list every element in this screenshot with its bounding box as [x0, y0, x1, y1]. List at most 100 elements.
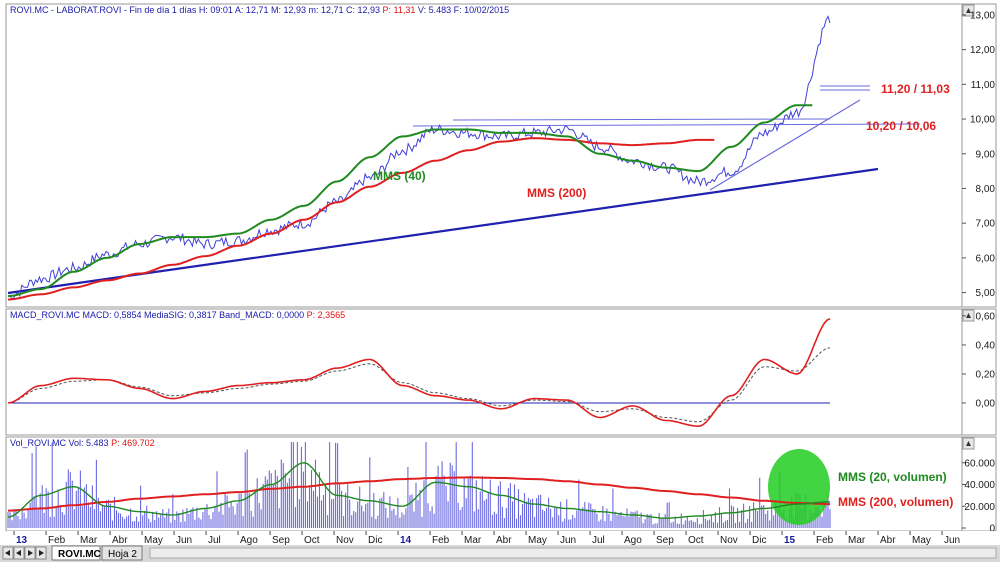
mms200-series: [8, 137, 715, 301]
trend-line-support: [7, 167, 879, 295]
volume-tick-label: 20.000: [964, 502, 995, 513]
vol-mms200-series: [8, 476, 830, 512]
price-axis-ticks: 5,00 6,00 7,00 8,00 9,00 10,00 11,00 12,00 13,00: [962, 10, 995, 299]
annotation-level-low: 10,20 / 10,06: [866, 119, 936, 133]
x-tick-label: Sep: [272, 535, 290, 546]
price-tick-label: 7,00: [976, 219, 996, 230]
tab-sheet2[interactable]: Hoja 2: [101, 545, 143, 561]
tab-sheet1-label: ROVI.MC: [58, 549, 101, 560]
price-header-vf: V: 5.483 F: 10/02/2015: [418, 5, 509, 15]
volume-scroll-up-icon[interactable]: [962, 437, 975, 450]
price-header-p: P: 11,31: [383, 5, 416, 15]
macd-tick-label: 0,40: [976, 340, 996, 351]
x-tick-label: Nov: [336, 535, 354, 546]
trend-line-short: [709, 99, 861, 191]
x-tick-label: 13: [16, 535, 28, 546]
price-scroll-up-icon[interactable]: [962, 4, 975, 17]
price-lines: [7, 15, 831, 301]
volume-highlight-circle: [768, 449, 830, 525]
price-tick-label: 9,00: [976, 149, 996, 160]
price-header: ROVI.MC - LABORAT.ROVI - Fin de día 1 dí…: [10, 5, 509, 15]
x-tick-label: Jun: [944, 535, 960, 546]
vol-mms20-series: [7, 462, 830, 519]
tab-nav-next-icon[interactable]: [24, 546, 36, 560]
x-tick-label: Jul: [208, 535, 221, 546]
x-tick-label: May: [144, 535, 163, 546]
x-tick-label: Dic: [752, 535, 766, 546]
volume-tick-label: 0: [989, 524, 995, 535]
x-tick-label: Jul: [592, 535, 605, 546]
macd-header-p: P: 2,3565: [307, 310, 346, 320]
annotation-mms200: MMS (200): [527, 186, 586, 200]
x-tick-label: Mar: [80, 535, 98, 546]
x-tick-label: Oct: [304, 535, 320, 546]
x-tick-label: Dic: [368, 535, 382, 546]
macd-tick-label: 0,00: [976, 398, 996, 409]
macd-panel[interactable]: [5, 308, 963, 436]
x-tick-label: Sep: [656, 535, 674, 546]
x-tick-label: Feb: [48, 535, 66, 546]
x-tick-label: Abr: [112, 535, 128, 546]
x-tick-label: Mar: [848, 535, 866, 546]
price-tick-label: 5,00: [976, 288, 996, 299]
price-series: [7, 15, 831, 301]
macd-header: MACD_ROVI.MC MACD: 0,5854 MediaSIG: 0,38…: [10, 310, 345, 320]
price-header-stats: H: 09:01 A: 12,71 M: 12,93 m: 12,71 C: 1…: [199, 5, 380, 15]
price-tick-label: 12,00: [970, 45, 995, 56]
macd-lines: [7, 318, 831, 428]
volume-bars: [7, 442, 831, 528]
x-tick-label: Oct: [688, 535, 704, 546]
x-tick-label: 14: [400, 535, 412, 546]
macd-header-text: MACD_ROVI.MC MACD: 0,5854 MediaSIG: 0,38…: [10, 310, 304, 320]
price-tick-label: 11,00: [971, 80, 996, 91]
macd-signal-series: [7, 347, 831, 423]
macd-axis: [961, 308, 997, 436]
volume-axis-ticks: 0 20.000 40.000 60.000: [962, 458, 995, 535]
price-panel[interactable]: [5, 3, 963, 308]
annotation-vol200: MMS (200, volumen): [838, 495, 953, 509]
mms40-series: [7, 104, 813, 298]
x-tick-label: Abr: [496, 535, 512, 546]
price-tick-label: 6,00: [976, 253, 996, 264]
level-line-2: [452, 118, 831, 121]
volume-tick-label: 40.000: [964, 480, 995, 491]
x-tick-label: Feb: [432, 535, 450, 546]
macd-tick-label: 0,20: [976, 369, 996, 380]
level-line-1: [412, 123, 921, 127]
annotation-mms40: MMS (40): [373, 169, 426, 183]
x-tick-label: Mar: [464, 535, 482, 546]
volume-lines: [7, 462, 830, 519]
x-tick-label: May: [912, 535, 931, 546]
horizontal-scrollbar[interactable]: [149, 547, 997, 559]
tab-sheet1[interactable]: ROVI.MC: [51, 545, 101, 561]
tab-nav-first-icon[interactable]: [2, 546, 14, 560]
x-tick-label: Ago: [240, 535, 258, 546]
macd-series: [7, 318, 831, 428]
x-tick-label: May: [528, 535, 547, 546]
price-header-prefix: ROVI.MC - LABORAT.ROVI - Fin de día 1 dí…: [10, 5, 197, 15]
price-tick-label: 10,00: [970, 115, 995, 126]
x-tick-label: Ago: [624, 535, 642, 546]
x-tick-label: Jun: [176, 535, 192, 546]
price-axis: [961, 3, 997, 308]
annotation-level-high: 11,20 / 11,03: [881, 82, 950, 96]
tab-nav-prev-icon[interactable]: [13, 546, 25, 560]
volume-header: Vol_ROVI.MC Vol: 5.483 P: 469.702: [10, 438, 155, 448]
volume-axis: [961, 436, 997, 532]
price-tick-label: 8,00: [976, 184, 996, 195]
x-tick-label: Jun: [560, 535, 576, 546]
volume-tick-label: 60.000: [964, 458, 995, 469]
x-tick-label: Abr: [880, 535, 896, 546]
annotation-vol20: MMS (20, volumen): [838, 470, 947, 484]
tab-nav-last-icon[interactable]: [35, 546, 47, 560]
x-tick-label: Nov: [720, 535, 738, 546]
x-axis-labels: 13 Feb Mar Abr May Jun Jul Ago Sep Oct Nov Dic 14 Feb…: [13, 531, 960, 546]
macd-axis-ticks: 0,00 0,20 0,40 0,60: [962, 311, 995, 409]
x-axis: [6, 531, 996, 545]
price-tick-label: 13,00: [970, 10, 995, 21]
volume-header-p: P: 469.702: [111, 438, 155, 448]
x-tick-label: 15: [784, 535, 796, 546]
volume-header-text: Vol_ROVI.MC Vol: 5.483: [10, 438, 109, 448]
